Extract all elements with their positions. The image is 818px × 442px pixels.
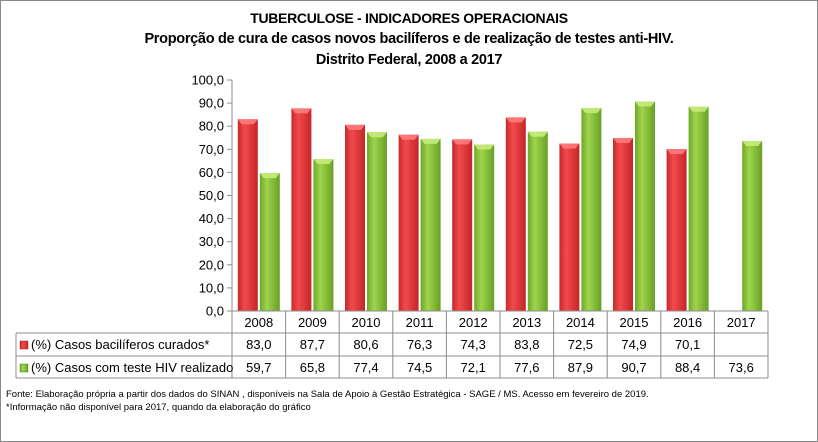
data-label: 74,3 xyxy=(461,337,486,352)
y-tick-label: 80,0 xyxy=(199,119,224,134)
data-table: 2008 2009 2010 2011 2012 2013 2014 2015 2016 2017… xyxy=(15,310,769,379)
legend-swatch xyxy=(19,363,29,373)
data-label: 74,9 xyxy=(621,337,646,352)
footnote: *Informação não disponível para 2017, qu… xyxy=(6,402,311,413)
bar-top-highlight xyxy=(613,137,633,143)
bar-top-highlight xyxy=(666,149,687,155)
bar-top-highlight xyxy=(420,138,441,144)
bar-top-highlight xyxy=(527,131,548,137)
bar-cured xyxy=(237,119,258,312)
x-tick-label: 2014 xyxy=(566,315,595,330)
data-label: 59,7 xyxy=(246,360,271,375)
data-label: 77,4 xyxy=(353,360,378,375)
x-tick-label: 2008 xyxy=(244,315,273,330)
data-label: 90,7 xyxy=(621,360,646,375)
bar-top-highlight xyxy=(345,124,365,130)
bar-top-highlight xyxy=(452,139,473,145)
x-tick-label: 2010 xyxy=(352,315,381,330)
bar-hiv-tested xyxy=(688,106,709,312)
data-label: 72,1 xyxy=(461,360,486,375)
bar-hiv-tested xyxy=(742,140,763,311)
x-tick-label: 2015 xyxy=(620,315,649,330)
y-tick-label: 20,0 xyxy=(199,257,224,272)
data-label: 88,4 xyxy=(675,360,700,375)
bar-top-highlight xyxy=(367,132,387,138)
x-tick-label: 2013 xyxy=(512,315,541,330)
x-tick-label: 2011 xyxy=(406,315,434,330)
y-tick-label: 30,0 xyxy=(199,234,224,249)
bar-cured xyxy=(452,139,473,311)
data-label: 73,6 xyxy=(729,360,754,375)
bar-top-highlight xyxy=(559,143,580,149)
bar-hiv-tested xyxy=(581,107,602,312)
bar-hiv-tested xyxy=(635,101,655,311)
bar-cured xyxy=(505,117,526,311)
bar-top-highlight xyxy=(688,106,709,112)
chart-title: TUBERCULOSE - INDICADORES OPERACIONAIS xyxy=(250,10,568,26)
bar-hiv-tested xyxy=(527,131,548,311)
bar-top-highlight xyxy=(313,159,334,165)
data-label: 87,7 xyxy=(300,337,325,352)
bar-cured xyxy=(291,108,312,312)
bar-hiv-tested xyxy=(259,173,280,311)
bar-hiv-tested xyxy=(474,144,495,311)
legend-label: (%) Casos bacilíferos curados* xyxy=(31,337,209,352)
bar-hiv-tested xyxy=(313,159,334,311)
bar-top-highlight xyxy=(237,119,258,125)
x-tick-label: 2017 xyxy=(727,315,756,330)
legend-label: (%) Casos com teste HIV realizado xyxy=(31,360,233,375)
bar-top-highlight xyxy=(474,144,495,150)
bar-top-highlight xyxy=(505,117,526,123)
data-label: 70,1 xyxy=(675,337,700,352)
y-tick-label: 40,0 xyxy=(199,211,224,226)
bar-cured xyxy=(398,134,419,311)
legend-swatch xyxy=(19,340,29,350)
bars xyxy=(237,101,763,312)
bar-top-highlight xyxy=(742,140,763,146)
y-tick-label: 100,0 xyxy=(191,73,224,88)
source-note: Fonte: Elaboração própria a partir dos d… xyxy=(6,389,649,400)
y-tick-label: 60,0 xyxy=(199,165,224,180)
y-tick-label: 50,0 xyxy=(199,188,224,203)
bar-cured xyxy=(613,137,633,311)
data-label: 83,0 xyxy=(246,337,271,352)
data-label: 65,8 xyxy=(300,360,325,375)
data-label: 77,6 xyxy=(514,360,539,375)
x-tick-label: 2016 xyxy=(673,315,702,330)
data-label: 74,5 xyxy=(407,360,432,375)
bar-top-highlight xyxy=(581,107,602,113)
y-tick-label: 0,0 xyxy=(206,304,224,319)
data-label: 83,8 xyxy=(514,337,539,352)
x-tick-label: 2009 xyxy=(298,315,327,330)
y-tick-label: 10,0 xyxy=(199,280,224,295)
data-label: 80,6 xyxy=(353,337,378,352)
chart-subtitle-location: Distrito Federal, 2008 a 2017 xyxy=(315,52,503,68)
data-label: 72,5 xyxy=(568,337,593,352)
data-label: 76,3 xyxy=(407,337,432,352)
y-axis: 0,0 10,0 20,0 30,0 40,0 50,0 60,0 70,0 80,0 90,0 1… xyxy=(191,73,233,319)
bar-cured xyxy=(666,149,687,311)
bar-top-highlight xyxy=(398,134,419,140)
bar-hiv-tested xyxy=(367,132,387,311)
x-tick-label: 2012 xyxy=(459,315,488,330)
bar-top-highlight xyxy=(291,108,312,114)
bar-cured xyxy=(345,124,365,312)
y-tick-label: 70,0 xyxy=(199,142,224,157)
bar-hiv-tested xyxy=(420,138,441,311)
y-tick-label: 90,0 xyxy=(199,96,224,111)
bar-top-highlight xyxy=(635,101,655,107)
chart-subtitle: Proporção de cura de casos novos bacilíf… xyxy=(144,31,674,47)
data-label: 87,9 xyxy=(568,360,593,375)
bar-top-highlight xyxy=(259,173,280,179)
bar-cured xyxy=(559,143,580,311)
